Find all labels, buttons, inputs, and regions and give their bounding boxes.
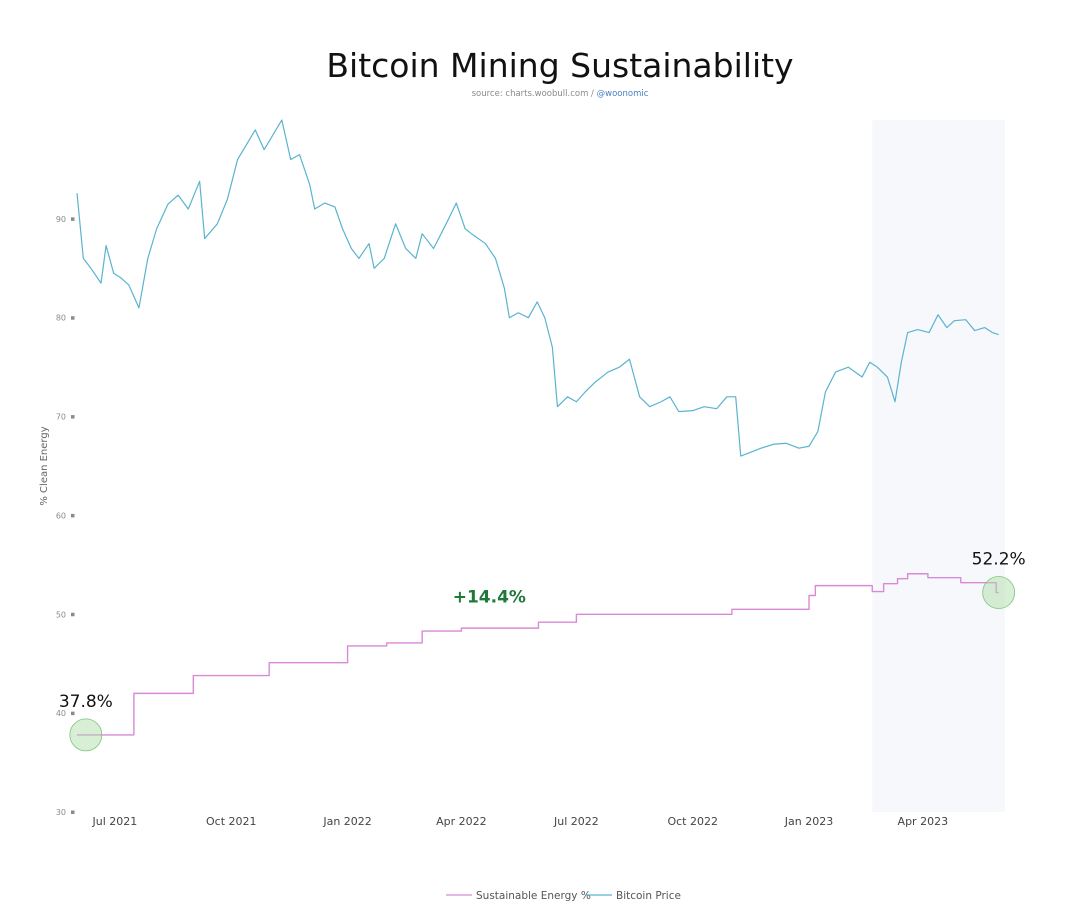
x-axis: Jul 2021 Oct 2021 Jan 2022 Apr 2022 Jul 2022…	[92, 815, 949, 828]
legend-label-sustainable-energy: Sustainable Energy %	[476, 890, 591, 902]
y-tick-mark-80	[71, 316, 75, 320]
annotations: 37.8% 52.2% +14.4%	[59, 550, 1026, 712]
subtitle-source: source: charts.woobull.com /	[472, 89, 597, 99]
x-tick-label-oct-2022: Oct 2022	[667, 815, 718, 828]
chart-title: Bitcoin Mining Sustainability	[326, 46, 793, 85]
series-lines	[76, 119, 999, 736]
x-tick-label-jul-2022: Jul 2022	[553, 815, 599, 828]
y-tick-mark-50	[71, 612, 75, 617]
annotation-label-gain: +14.4%	[453, 587, 526, 607]
chart-subtitle: source: charts.woobull.com / @woonomic	[472, 89, 649, 99]
series-line-sustainable-energy	[77, 573, 999, 736]
y-tick-label-90: 90	[56, 215, 66, 224]
legend: Sustainable Energy % Bitcoin Price	[446, 890, 681, 902]
annotation-marker-end	[982, 576, 1016, 609]
subtitle-handle: @woonomic	[597, 89, 649, 99]
y-tick-mark-60	[71, 513, 75, 518]
y-tick-label-50: 50	[56, 610, 66, 619]
annotation-markers	[69, 576, 1016, 752]
y-tick-label-30: 30	[56, 808, 66, 817]
y-tick-mark-30	[71, 810, 75, 814]
y-axis-label: % Clean Energy	[39, 426, 50, 505]
x-tick-label-oct-2021: Oct 2021	[206, 815, 257, 828]
x-tick-label-jul-2021: Jul 2021	[92, 815, 138, 828]
annotation-marker-start	[69, 718, 103, 752]
y-tick-mark-40	[71, 711, 75, 716]
y-tick-label-70: 70	[56, 413, 66, 422]
series-line-bitcoin-price	[76, 119, 999, 457]
legend-label-bitcoin-price: Bitcoin Price	[616, 890, 681, 902]
highlight-region	[872, 120, 1005, 812]
annotation-label-start: 37.8%	[59, 692, 113, 712]
annotation-label-end: 52.2%	[972, 550, 1026, 570]
y-tick-mark-70	[71, 415, 75, 419]
x-tick-label-jan-2022: Jan 2022	[322, 815, 371, 828]
y-tick-label-40: 40	[56, 709, 66, 718]
x-tick-label-apr-2023: Apr 2023	[898, 815, 949, 828]
y-tick-label-60: 60	[56, 511, 66, 520]
y-tick-label-80: 80	[56, 314, 66, 323]
y-tick-mark-90	[71, 217, 75, 221]
x-tick-label-jan-2023: Jan 2023	[784, 815, 833, 828]
y-axis: 30 40 50 60 70 80 90	[56, 215, 75, 817]
x-tick-label-apr-2022: Apr 2022	[436, 815, 487, 828]
